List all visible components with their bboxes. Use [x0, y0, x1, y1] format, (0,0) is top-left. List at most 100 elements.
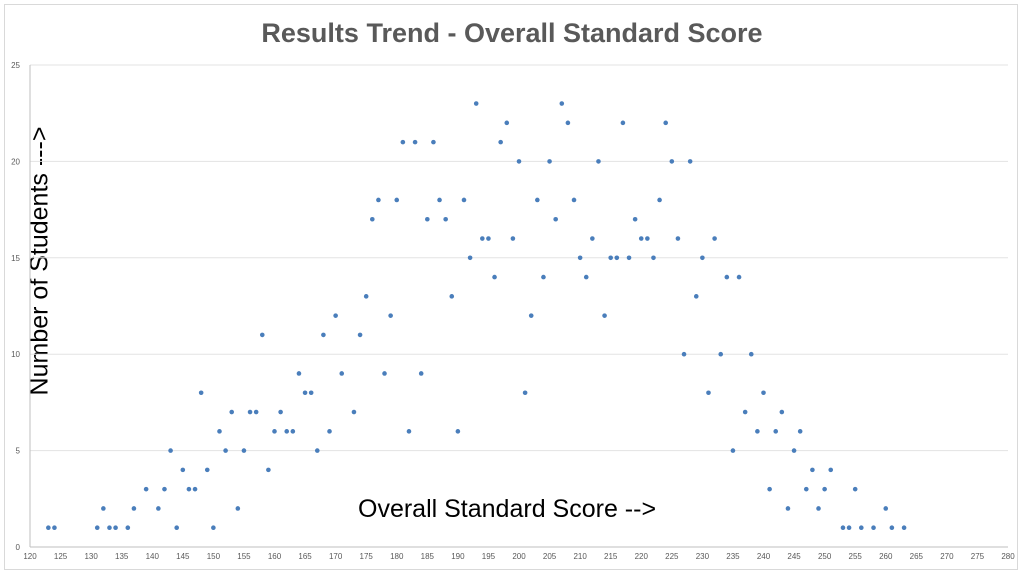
data-point — [712, 236, 717, 241]
data-point — [681, 351, 687, 357]
data-point — [852, 486, 858, 492]
y-tick-label: 0 — [16, 543, 21, 552]
data-point — [156, 506, 161, 511]
data-point — [437, 197, 442, 203]
x-tick-label: 245 — [787, 552, 801, 561]
x-tick-label: 180 — [390, 552, 404, 561]
data-point — [626, 255, 632, 261]
data-point — [467, 255, 473, 261]
data-point — [314, 448, 320, 453]
data-point — [94, 525, 100, 531]
data-point — [480, 236, 485, 241]
data-point — [571, 197, 577, 203]
data-point — [46, 525, 51, 531]
data-point — [357, 332, 363, 338]
data-point — [889, 525, 895, 531]
data-point — [761, 390, 766, 396]
data-point — [406, 429, 412, 434]
data-point — [461, 197, 467, 203]
y-tick-label: 10 — [11, 350, 20, 359]
data-point — [376, 197, 381, 203]
data-point — [810, 467, 815, 473]
x-tick-label: 175 — [360, 552, 374, 561]
data-point — [143, 486, 149, 492]
x-tick-label: 270 — [940, 552, 954, 561]
data-point — [651, 255, 656, 261]
data-point — [779, 409, 785, 415]
x-tick-label: 155 — [237, 552, 251, 561]
data-point — [883, 506, 889, 511]
data-point — [871, 525, 876, 531]
data-point — [535, 197, 540, 203]
data-point — [669, 159, 675, 164]
data-point — [797, 429, 803, 434]
data-point — [253, 409, 259, 415]
x-tick-label: 235 — [726, 552, 740, 561]
data-point — [657, 197, 662, 203]
data-point — [204, 467, 210, 473]
data-point — [901, 525, 907, 531]
data-point — [583, 274, 589, 280]
x-axis-label: Overall Standard Score --> — [358, 495, 657, 523]
data-point — [559, 101, 565, 106]
data-point — [547, 159, 552, 164]
y-tick-label: 20 — [11, 157, 20, 166]
data-point — [846, 525, 852, 531]
data-point — [706, 390, 711, 396]
data-point — [632, 216, 638, 222]
data-point — [767, 486, 772, 492]
x-tick-labels: 120 125 130 135 140 145 150 155 160 165 170 175 180 1… — [23, 552, 1015, 561]
x-tick-label: 255 — [849, 552, 863, 561]
data-point — [736, 274, 742, 280]
data-point — [418, 371, 424, 376]
y-tick-label: 5 — [16, 447, 21, 456]
x-tick-label: 120 — [23, 552, 37, 561]
data-point — [498, 139, 503, 145]
y-tick-label: 25 — [11, 61, 20, 70]
data-point — [302, 390, 308, 396]
data-point — [113, 525, 118, 531]
data-point — [522, 390, 528, 396]
data-point — [272, 429, 277, 434]
x-tick-label: 220 — [635, 552, 649, 561]
x-tick-label: 190 — [451, 552, 465, 561]
data-point — [828, 467, 834, 473]
data-point — [748, 351, 754, 357]
data-point — [186, 486, 192, 492]
x-tick-label: 260 — [879, 552, 893, 561]
x-tick-label: 250 — [818, 552, 832, 561]
x-tick-label: 130 — [84, 552, 98, 561]
data-point — [840, 525, 846, 531]
data-point — [822, 486, 827, 492]
data-point — [168, 448, 173, 453]
data-point — [553, 216, 558, 222]
x-tick-label: 225 — [665, 552, 679, 561]
data-point — [504, 120, 510, 126]
x-tick-label: 145 — [176, 552, 190, 561]
y-tick-labels: 0 5 10 15 20 25 — [11, 61, 20, 552]
data-point — [449, 294, 455, 299]
data-point — [596, 159, 601, 164]
data-point — [162, 486, 167, 492]
data-point — [755, 429, 760, 434]
data-point — [107, 525, 112, 531]
chart-title: Results Trend - Overall Standard Score — [261, 18, 763, 48]
x-tick-label: 280 — [1001, 552, 1015, 561]
x-tick-label: 165 — [298, 552, 312, 561]
data-point — [718, 351, 724, 357]
x-tick-label: 205 — [543, 552, 557, 561]
data-point — [339, 371, 345, 376]
data-point — [492, 274, 497, 280]
x-tick-label: 135 — [115, 552, 129, 561]
data-point — [327, 429, 332, 434]
data-point — [223, 448, 228, 453]
data-point — [278, 409, 283, 415]
data-point — [541, 274, 546, 280]
gridlines — [29, 64, 1008, 548]
data-point — [211, 525, 216, 531]
data-point — [486, 236, 491, 241]
data-point — [266, 467, 271, 473]
data-point — [259, 332, 265, 338]
data-point — [528, 313, 534, 318]
data-point — [859, 525, 864, 531]
